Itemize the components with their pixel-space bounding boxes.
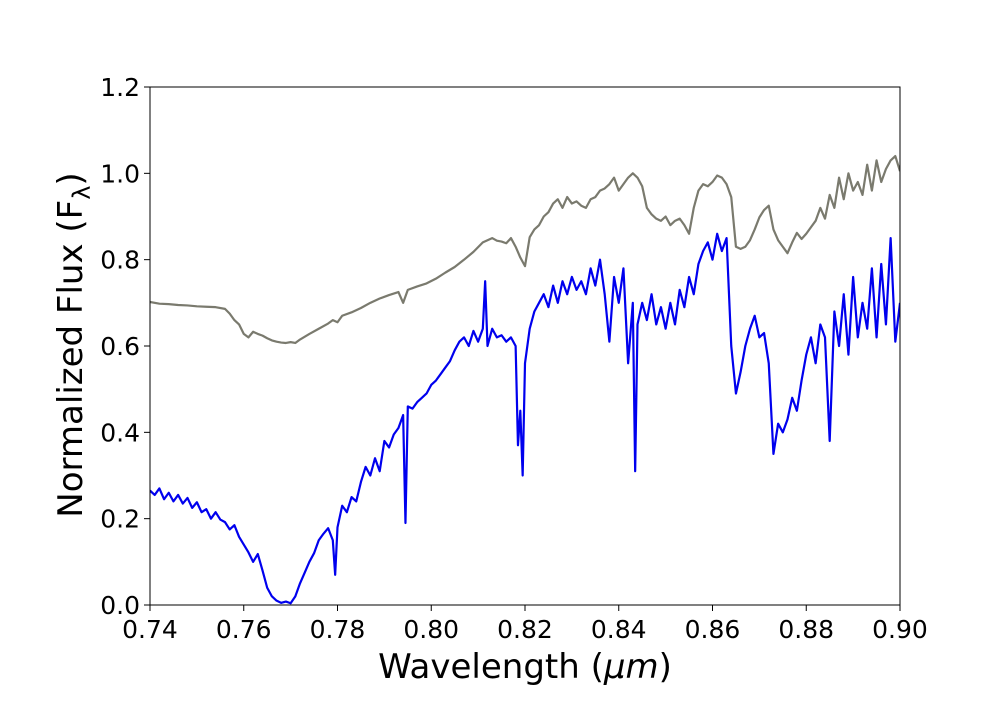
x-tick-label: 0.84 — [591, 615, 647, 644]
y-tick-label: 0.6 — [100, 332, 140, 361]
x-tick-label: 0.74 — [122, 615, 178, 644]
series-line-2 — [150, 232, 900, 605]
x-tick-label: 0.90 — [872, 615, 928, 644]
y-tick-label: 0.0 — [100, 591, 140, 620]
series-line-1 — [150, 154, 900, 345]
y-tick-label: 0.8 — [100, 246, 140, 275]
x-tick-label: 0.76 — [216, 615, 272, 644]
x-axis-title: Wavelength (μm) — [378, 647, 672, 687]
x-tick-label: 0.88 — [778, 615, 834, 644]
y-tick-label: 0.4 — [100, 418, 140, 447]
axes: 0.74 0.76 0.78 0.80 0.82 0.84 0.86 0.88 0.90 0.0 0… — [100, 73, 928, 644]
plot-area — [150, 154, 900, 605]
x-tick-label: 0.78 — [310, 615, 366, 644]
plot-frame — [149, 86, 901, 606]
y-axis-title: Normalized Flux (Fλ) — [51, 172, 96, 517]
x-tick-label: 0.82 — [497, 615, 553, 644]
y-tick-label: 0.2 — [100, 505, 140, 534]
x-tick-label: 0.86 — [685, 615, 741, 644]
y-tick-label: 1.2 — [100, 73, 140, 102]
x-tick-label: 0.80 — [403, 615, 459, 644]
y-tick-label: 1.0 — [100, 159, 140, 188]
